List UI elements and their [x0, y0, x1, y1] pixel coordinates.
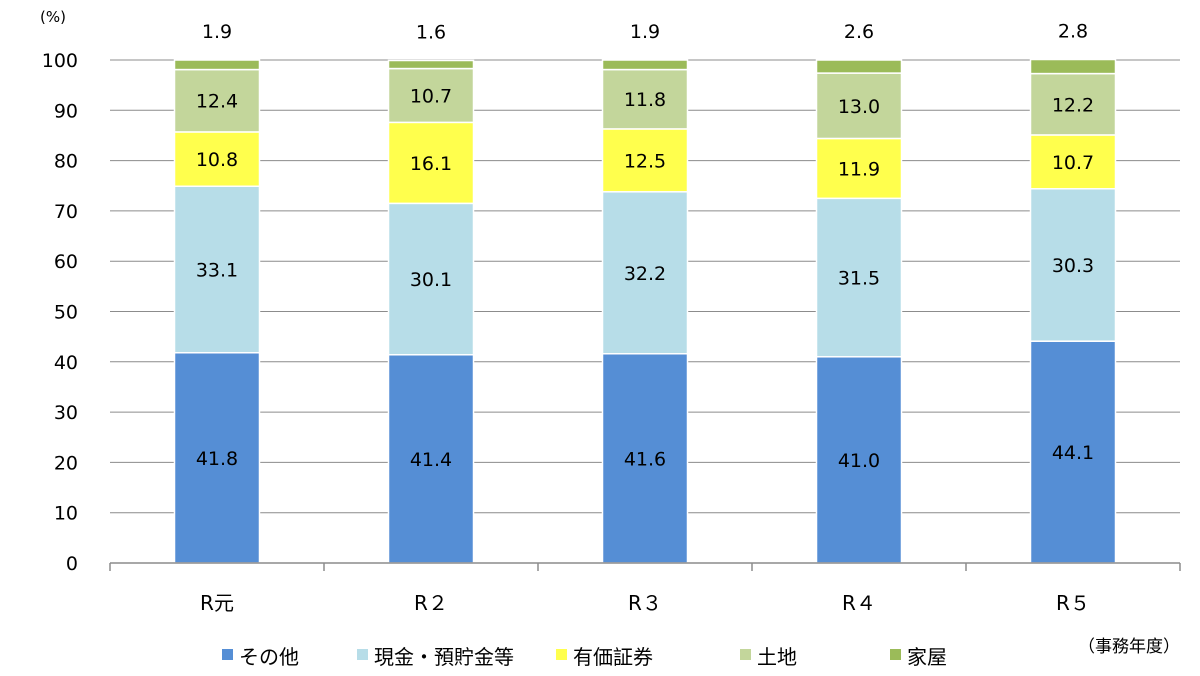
y-tick-label: 70 [54, 201, 78, 223]
data-label: 30.3 [1052, 255, 1094, 277]
bar-segment [387, 354, 475, 564]
data-label: 31.5 [838, 268, 880, 290]
y-tick-label: 10 [54, 503, 78, 525]
y-axis-tick-labels: 0 10 20 30 40 50 60 70 80 90 100 [42, 50, 78, 575]
bar-segment [1029, 58, 1117, 75]
legend-label: 有価証券 [573, 645, 653, 669]
y-tick-label: 50 [54, 302, 78, 324]
legend-swatch [740, 649, 751, 660]
data-label: 1.9 [202, 21, 232, 43]
legend-swatch [222, 649, 233, 660]
data-label: 10.8 [196, 149, 238, 171]
data-label: 41.8 [196, 448, 238, 470]
data-label: 44.1 [1052, 442, 1094, 464]
y-tick-label: 80 [54, 151, 78, 173]
x-tick-label: R４ [842, 591, 876, 615]
bar-segment [173, 131, 261, 188]
bars: 41.8 33.1 10.8 12.4 1.9 41.4 30.1 16.1 10.7 1.6 41… [173, 20, 1117, 564]
y-tick-label: 100 [42, 50, 78, 72]
y-axis-unit-label: (%) [40, 8, 66, 26]
bar-segment [387, 59, 475, 70]
y-tick-label: 60 [54, 251, 78, 273]
data-label: 41.6 [624, 448, 666, 470]
x-tick-label: R５ [1056, 591, 1090, 615]
y-tick-label: 20 [54, 452, 78, 474]
bar-segment [815, 59, 903, 74]
bar-segment [601, 191, 689, 355]
legend-label: 土地 [757, 645, 797, 669]
data-label: 33.1 [196, 259, 238, 281]
data-label: 11.9 [838, 158, 880, 180]
bar-segment [601, 353, 689, 564]
bar-segment [387, 202, 475, 356]
legend-swatch [890, 649, 901, 660]
data-label: 41.4 [410, 449, 452, 471]
data-label: 1.6 [416, 22, 446, 44]
data-label: 13.0 [838, 96, 880, 118]
bar-segment [601, 128, 689, 193]
data-label: 32.2 [624, 263, 666, 285]
bar-segment [1029, 72, 1117, 136]
data-label: 12.4 [196, 91, 238, 113]
bar-segment [173, 68, 261, 133]
data-label: 41.0 [838, 450, 880, 472]
bar-segment [387, 121, 475, 205]
bar-segment [173, 185, 261, 354]
x-axis: R元 R２ R３ R４ R５ [109, 562, 1181, 615]
legend-swatch [556, 649, 567, 660]
legend: その他 現金・預貯金等 有価証券 土地 家屋 [222, 645, 947, 669]
legend-swatch [357, 649, 368, 660]
data-label: 2.6 [844, 21, 874, 43]
data-label: 10.7 [410, 85, 452, 107]
y-tick-label: 0 [66, 553, 78, 575]
x-tick-label: R元 [200, 591, 234, 615]
data-label: 2.8 [1058, 20, 1088, 42]
legend-label: その他 [239, 645, 299, 669]
data-label: 10.7 [1052, 152, 1094, 174]
data-label: 12.2 [1052, 94, 1094, 116]
bar-segment [815, 72, 903, 140]
x-tick-label: R２ [414, 591, 448, 615]
data-label: 30.1 [410, 269, 452, 291]
data-label: 1.9 [630, 21, 660, 43]
bar-segment [173, 59, 261, 71]
y-tick-label: 30 [54, 402, 78, 424]
data-label: 12.5 [624, 150, 666, 172]
bar-segment [601, 59, 689, 71]
bar-segment [387, 67, 475, 124]
y-tick-label: 90 [54, 100, 78, 122]
data-label: 16.1 [410, 153, 452, 175]
bar-segment [815, 356, 903, 564]
x-axis-unit-label: （事務年度） [1078, 637, 1180, 657]
legend-label: 家屋 [907, 645, 947, 669]
data-label: 11.8 [624, 89, 666, 111]
legend-label: 現金・預貯金等 [374, 645, 514, 669]
y-tick-label: 40 [54, 352, 78, 374]
x-tick-label: R３ [628, 591, 662, 615]
bar-segment [601, 68, 689, 130]
